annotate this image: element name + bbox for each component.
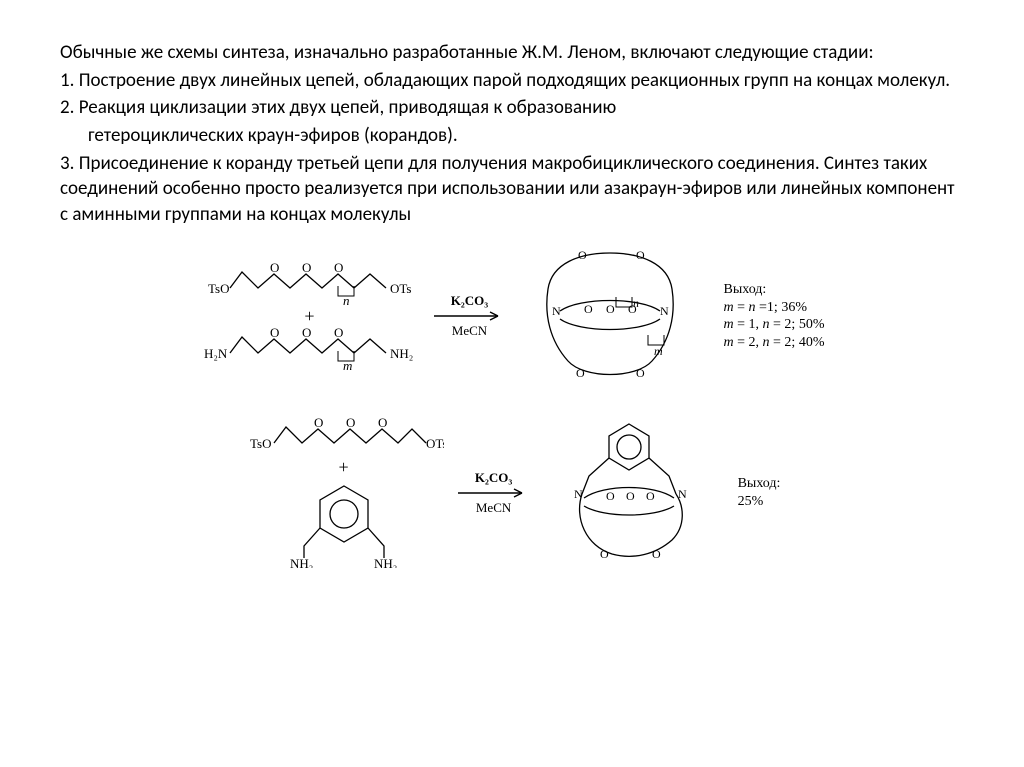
svg-text:O: O [646, 489, 655, 503]
svg-text:O: O [584, 302, 593, 316]
svg-text:N: N [678, 487, 687, 501]
reaction-arrow-icon [434, 309, 506, 323]
svg-text:O: O [346, 417, 355, 430]
reaction-1-conditions: K₂CO₃ MeCN [434, 293, 506, 339]
plus-sign: + [339, 457, 349, 478]
svg-text:TsO: TsO [208, 281, 229, 296]
svg-text:O: O [606, 302, 615, 316]
svg-text:m: m [654, 344, 663, 358]
svg-text:O: O [334, 325, 343, 340]
svg-text:N: N [574, 487, 583, 501]
reaction-1: TsO O O O n OTs + H₂N [200, 241, 825, 391]
cond-solvent: MeCN [476, 500, 511, 516]
yield-line: m = 2, n = 2; 40% [724, 334, 825, 352]
svg-text:n: n [343, 293, 350, 308]
reaction-2-yield: Выход: 25% [738, 475, 781, 510]
reaction-1-product: O O N N O O O O O n m [520, 241, 700, 391]
stage-1: 1. Построение двух линейных цепей, облад… [60, 68, 964, 94]
reagent-tso-chain-2: TsO O O O OTs [244, 417, 444, 459]
yield-line: m = n =1; 36% [724, 299, 807, 317]
reaction-arrow-icon [458, 486, 530, 500]
reaction-2-product: N N O O O O O [544, 418, 714, 568]
yield-title: Выход: [724, 281, 767, 299]
svg-text:O: O [302, 260, 311, 275]
svg-text:O: O [378, 417, 387, 430]
cryptand-benzene-product: N N O O O O O [544, 418, 714, 568]
svg-text:O: O [636, 248, 645, 262]
svg-text:OTs: OTs [426, 436, 444, 451]
svg-text:O: O [578, 248, 587, 262]
cond-reagent: K₂CO₃ [451, 293, 488, 309]
svg-text:NH₂: NH₂ [390, 346, 413, 361]
stage-3: 3. Присоединение к коранду третьей цепи … [60, 151, 964, 228]
svg-text:O: O [314, 417, 323, 430]
svg-text:m: m [343, 358, 352, 373]
svg-text:O: O [652, 547, 661, 561]
svg-text:O: O [606, 489, 615, 503]
cryptand-product: O O N N O O O O O n m [520, 241, 700, 391]
svg-text:O: O [626, 489, 635, 503]
cond-reagent: K₂CO₃ [475, 470, 512, 486]
reagent-benzene-diamine: NH₂ NH₂ [274, 476, 414, 568]
svg-text:NH₂: NH₂ [374, 556, 397, 568]
yield-line: m = 1, n = 2; 50% [724, 316, 825, 334]
yield-title: Выход: [738, 475, 781, 493]
reaction-1-yield: Выход: m = n =1; 36% m = 1, n = 2; 50% m… [724, 281, 825, 351]
svg-text:NH₂: NH₂ [290, 556, 313, 568]
stage-2a: 2. Реакция циклизации этих двух цепей, п… [60, 95, 964, 121]
svg-text:O: O [636, 366, 645, 380]
svg-text:O: O [334, 260, 343, 275]
svg-text:n: n [633, 296, 639, 310]
svg-text:OTs: OTs [390, 281, 411, 296]
reaction-2: TsO O O O OTs + [244, 417, 781, 568]
intro-paragraph: Обычные же схемы синтеза, изначально раз… [60, 40, 964, 66]
reagent-h2n-chain: H₂N O O O m NH₂ [200, 325, 420, 373]
svg-text:O: O [270, 325, 279, 340]
cond-solvent: MeCN [452, 323, 487, 339]
plus-sign: + [304, 306, 314, 327]
reaction-2-reactants: TsO O O O OTs + [244, 417, 444, 568]
reaction-1-reactants: TsO O O O n OTs + H₂N [200, 260, 420, 373]
svg-text:H₂N: H₂N [204, 346, 228, 361]
svg-text:O: O [302, 325, 311, 340]
svg-text:N: N [660, 304, 669, 318]
reagent-tso-chain: TsO O O O n OTs [200, 260, 420, 308]
svg-text:N: N [552, 304, 561, 318]
reaction-2-conditions: K₂CO₃ MeCN [458, 470, 530, 516]
reaction-schemes: TsO O O O n OTs + H₂N [60, 241, 964, 568]
stage-2b: гетероциклических краун-эфиров (корандов… [60, 123, 964, 149]
svg-text:TsO: TsO [250, 436, 271, 451]
yield-line: 25% [738, 493, 764, 511]
svg-text:O: O [576, 366, 585, 380]
svg-text:O: O [270, 260, 279, 275]
svg-text:O: O [600, 547, 609, 561]
